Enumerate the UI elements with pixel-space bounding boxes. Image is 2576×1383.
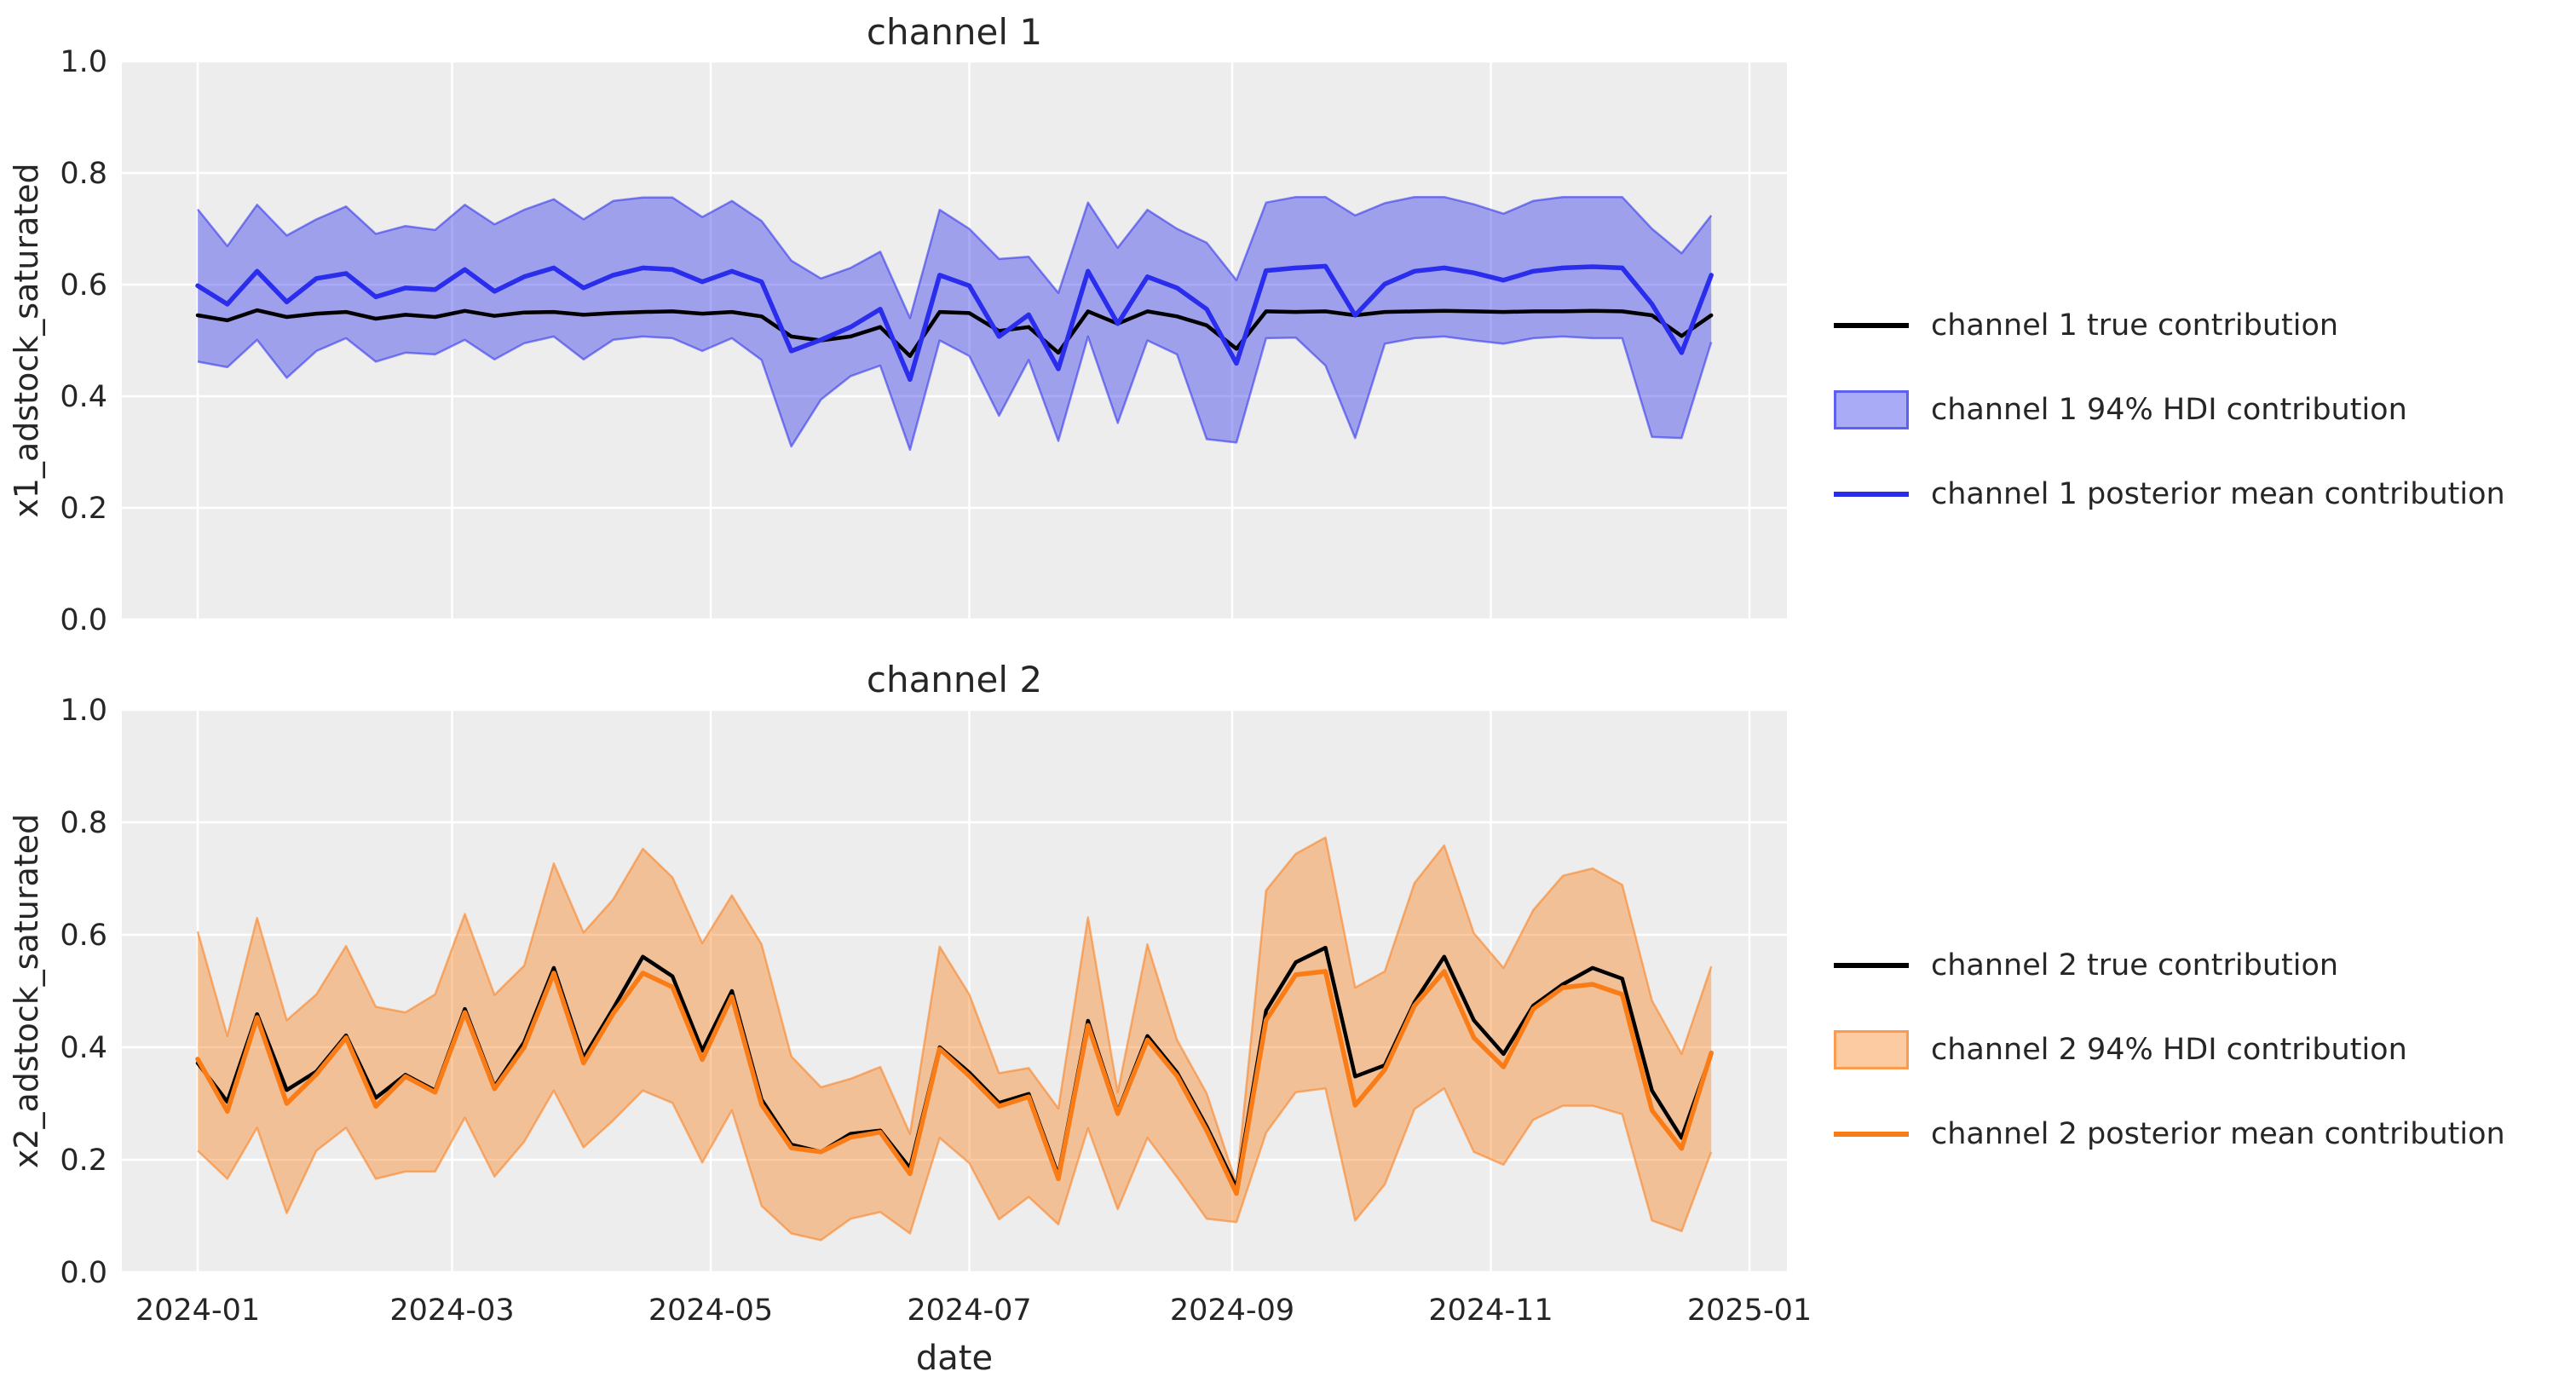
plot-title: channel 2 bbox=[867, 659, 1042, 700]
hdi-band-upper-edge bbox=[196, 836, 1713, 1185]
legend-item: channel 1 true contribution bbox=[1834, 283, 2505, 367]
legend-channel-1: channel 1 true contribution channel 1 94%… bbox=[1834, 283, 2505, 536]
legend-item: channel 2 true contribution bbox=[1834, 923, 2505, 1007]
y-tick-label: 0.8 bbox=[60, 806, 107, 840]
x-axis-label: date bbox=[916, 1339, 993, 1378]
posterior-mean-line bbox=[195, 263, 1714, 383]
hdi-band bbox=[198, 837, 1712, 1241]
y-tick-label: 0.8 bbox=[60, 157, 107, 191]
y-tick-label: 0.6 bbox=[60, 919, 107, 953]
y-tick-label: 0.4 bbox=[60, 380, 107, 414]
plot-title: channel 1 bbox=[867, 11, 1042, 53]
x-tick-label: 2025-01 bbox=[1687, 1294, 1812, 1328]
line-swatch bbox=[1834, 491, 1909, 497]
hdi-band-lower-edge bbox=[197, 335, 1713, 452]
legend-label: channel 1 posterior mean contribution bbox=[1931, 476, 2505, 511]
legend-item: channel 1 94% HDI contribution bbox=[1834, 367, 2505, 452]
x-tick-label: 2024-01 bbox=[135, 1294, 260, 1328]
legend-label: channel 2 true contribution bbox=[1931, 948, 2339, 983]
y-tick-label: 0.2 bbox=[60, 1144, 107, 1178]
y-tick-label: 1.0 bbox=[60, 45, 107, 79]
x-tick-label: 2024-05 bbox=[648, 1294, 773, 1328]
hdi-patch-swatch bbox=[1834, 389, 1909, 429]
hdi-patch-swatch bbox=[1834, 1029, 1909, 1069]
y-tick-label: 0.4 bbox=[60, 1031, 107, 1065]
legend-item: channel 2 94% HDI contribution bbox=[1834, 1007, 2505, 1092]
legend-item: channel 2 posterior mean contribution bbox=[1834, 1092, 2505, 1176]
legend-channel-2: channel 2 true contribution channel 2 94%… bbox=[1834, 923, 2505, 1176]
legend-label: channel 2 posterior mean contribution bbox=[1931, 1116, 2505, 1151]
hdi-band bbox=[198, 197, 1712, 450]
legend-label: channel 1 94% HDI contribution bbox=[1931, 392, 2407, 427]
legend-label: channel 2 94% HDI contribution bbox=[1931, 1032, 2407, 1067]
legend-item: channel 1 posterior mean contribution bbox=[1834, 452, 2505, 536]
line-swatch bbox=[1834, 322, 1909, 328]
true-contribution-line bbox=[195, 308, 1714, 359]
hdi-band-upper-edge bbox=[197, 195, 1713, 320]
y-tick-label: 0.6 bbox=[60, 268, 107, 303]
y-axis-label: x1_adstock_saturated bbox=[8, 163, 45, 517]
y-tick-label: 1.0 bbox=[60, 694, 107, 728]
legend-label: channel 1 true contribution bbox=[1931, 308, 2339, 343]
hdi-band-lower-edge bbox=[197, 1086, 1713, 1242]
x-tick-label: 2024-09 bbox=[1170, 1294, 1294, 1328]
plot-area bbox=[122, 710, 1787, 1272]
y-tick-label: 0.2 bbox=[60, 492, 107, 526]
posterior-mean-line bbox=[195, 969, 1714, 1196]
x-tick-label: 2024-03 bbox=[389, 1294, 514, 1328]
x-tick-label: 2024-11 bbox=[1428, 1294, 1553, 1328]
y-tick-label: 0.0 bbox=[60, 603, 107, 637]
y-tick-label: 0.0 bbox=[60, 1256, 107, 1290]
plot-area bbox=[122, 61, 1787, 619]
line-swatch bbox=[1834, 962, 1909, 968]
y-axis-label: x2_adstock_saturated bbox=[8, 814, 45, 1168]
x-tick-label: 2024-07 bbox=[907, 1294, 1031, 1328]
line-swatch bbox=[1834, 1131, 1909, 1137]
